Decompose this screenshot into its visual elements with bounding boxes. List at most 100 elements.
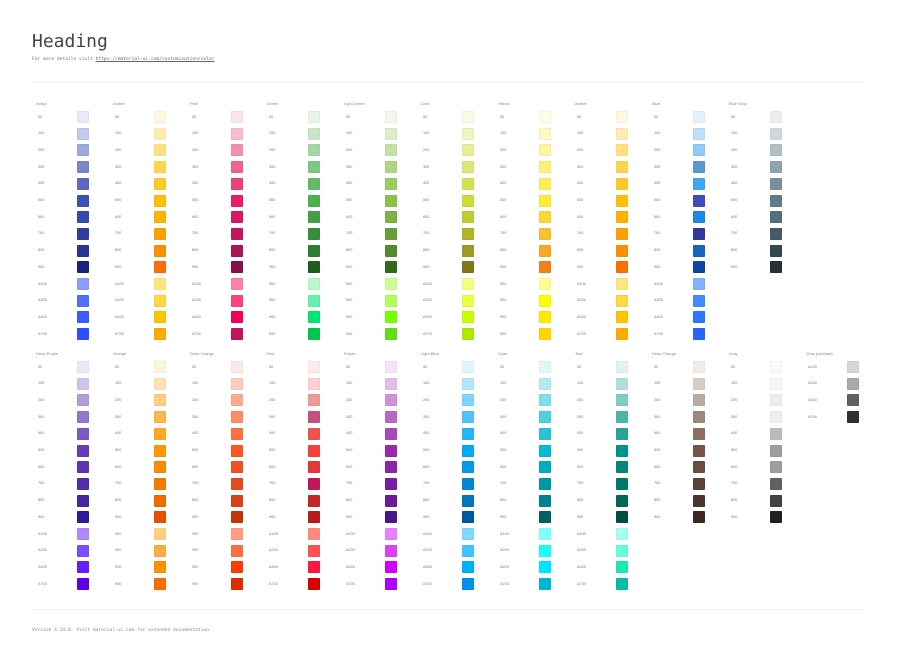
color-swatch[interactable] — [770, 511, 782, 524]
color-swatch[interactable] — [693, 127, 705, 140]
color-swatch[interactable] — [616, 394, 628, 407]
color-swatch[interactable] — [231, 544, 243, 557]
color-swatch[interactable] — [539, 578, 551, 591]
color-swatch[interactable] — [770, 177, 782, 190]
color-swatch[interactable] — [616, 177, 628, 190]
color-swatch[interactable] — [616, 461, 628, 474]
color-swatch[interactable] — [77, 461, 89, 474]
color-swatch[interactable] — [616, 544, 628, 557]
color-swatch[interactable] — [693, 477, 705, 490]
color-swatch[interactable] — [231, 144, 243, 157]
color-swatch[interactable] — [616, 278, 628, 290]
color-swatch[interactable] — [385, 494, 397, 507]
color-swatch[interactable] — [616, 578, 628, 591]
color-swatch[interactable] — [770, 161, 782, 174]
color-swatch[interactable] — [385, 127, 397, 140]
color-swatch[interactable] — [154, 127, 166, 140]
color-swatch[interactable] — [616, 494, 628, 507]
color-swatch[interactable] — [385, 427, 397, 440]
color-swatch[interactable] — [308, 261, 320, 274]
color-swatch[interactable] — [77, 161, 89, 174]
color-swatch[interactable] — [770, 111, 782, 123]
color-swatch[interactable] — [231, 561, 243, 574]
color-swatch[interactable] — [539, 477, 551, 490]
color-swatch[interactable] — [308, 477, 320, 490]
color-swatch[interactable] — [154, 578, 166, 591]
color-swatch[interactable] — [539, 328, 551, 341]
color-swatch[interactable] — [462, 561, 474, 574]
color-swatch[interactable] — [308, 278, 320, 290]
color-swatch[interactable] — [77, 227, 89, 240]
color-swatch[interactable] — [154, 111, 166, 123]
color-swatch[interactable] — [154, 161, 166, 174]
color-swatch[interactable] — [539, 211, 551, 224]
color-swatch[interactable] — [308, 111, 320, 123]
color-swatch[interactable] — [154, 544, 166, 557]
color-swatch[interactable] — [231, 528, 243, 540]
color-swatch[interactable] — [231, 261, 243, 274]
color-swatch[interactable] — [616, 427, 628, 440]
color-swatch[interactable] — [616, 444, 628, 457]
color-swatch[interactable] — [154, 311, 166, 324]
color-swatch[interactable] — [231, 411, 243, 424]
color-swatch[interactable] — [539, 227, 551, 240]
color-swatch[interactable] — [539, 244, 551, 257]
color-swatch[interactable] — [462, 227, 474, 240]
color-swatch[interactable] — [616, 144, 628, 157]
color-swatch[interactable] — [770, 361, 782, 373]
color-swatch[interactable] — [77, 477, 89, 490]
color-swatch[interactable] — [385, 461, 397, 474]
color-swatch[interactable] — [77, 294, 89, 307]
color-swatch[interactable] — [693, 161, 705, 174]
color-swatch[interactable] — [77, 177, 89, 190]
color-swatch[interactable] — [385, 528, 397, 540]
color-swatch[interactable] — [308, 578, 320, 591]
color-swatch[interactable] — [616, 161, 628, 174]
color-swatch[interactable] — [77, 427, 89, 440]
color-swatch[interactable] — [154, 444, 166, 457]
color-swatch[interactable] — [385, 194, 397, 207]
color-swatch[interactable] — [154, 227, 166, 240]
color-swatch[interactable] — [462, 411, 474, 424]
color-swatch[interactable] — [770, 194, 782, 207]
color-swatch[interactable] — [77, 311, 89, 324]
color-swatch[interactable] — [462, 427, 474, 440]
color-swatch[interactable] — [539, 411, 551, 424]
docs-link[interactable]: https://material-ui.com/customization/co… — [95, 57, 215, 62]
color-swatch[interactable] — [616, 561, 628, 574]
color-swatch[interactable] — [385, 111, 397, 123]
color-swatch[interactable] — [770, 227, 782, 240]
color-swatch[interactable] — [385, 328, 397, 341]
color-swatch[interactable] — [231, 194, 243, 207]
color-swatch[interactable] — [693, 111, 705, 123]
color-swatch[interactable] — [154, 194, 166, 207]
color-swatch[interactable] — [231, 578, 243, 591]
color-swatch[interactable] — [539, 311, 551, 324]
color-swatch[interactable] — [462, 578, 474, 591]
color-swatch[interactable] — [462, 278, 474, 290]
color-swatch[interactable] — [616, 328, 628, 341]
color-swatch[interactable] — [693, 461, 705, 474]
color-swatch[interactable] — [385, 377, 397, 390]
color-swatch[interactable] — [231, 111, 243, 123]
color-swatch[interactable] — [154, 461, 166, 474]
color-swatch[interactable] — [462, 444, 474, 457]
color-swatch[interactable] — [462, 177, 474, 190]
color-swatch[interactable] — [616, 227, 628, 240]
color-swatch[interactable] — [154, 561, 166, 574]
color-swatch[interactable] — [462, 261, 474, 274]
color-swatch[interactable] — [616, 528, 628, 540]
color-swatch[interactable] — [770, 244, 782, 257]
color-swatch[interactable] — [616, 477, 628, 490]
color-swatch[interactable] — [616, 294, 628, 307]
color-swatch[interactable] — [539, 127, 551, 140]
color-swatch[interactable] — [462, 477, 474, 490]
color-swatch[interactable] — [385, 444, 397, 457]
color-swatch[interactable] — [77, 544, 89, 557]
color-swatch[interactable] — [77, 528, 89, 540]
color-swatch[interactable] — [539, 461, 551, 474]
color-swatch[interactable] — [154, 177, 166, 190]
color-swatch[interactable] — [770, 144, 782, 157]
color-swatch[interactable] — [154, 528, 166, 540]
color-swatch[interactable] — [770, 261, 782, 274]
